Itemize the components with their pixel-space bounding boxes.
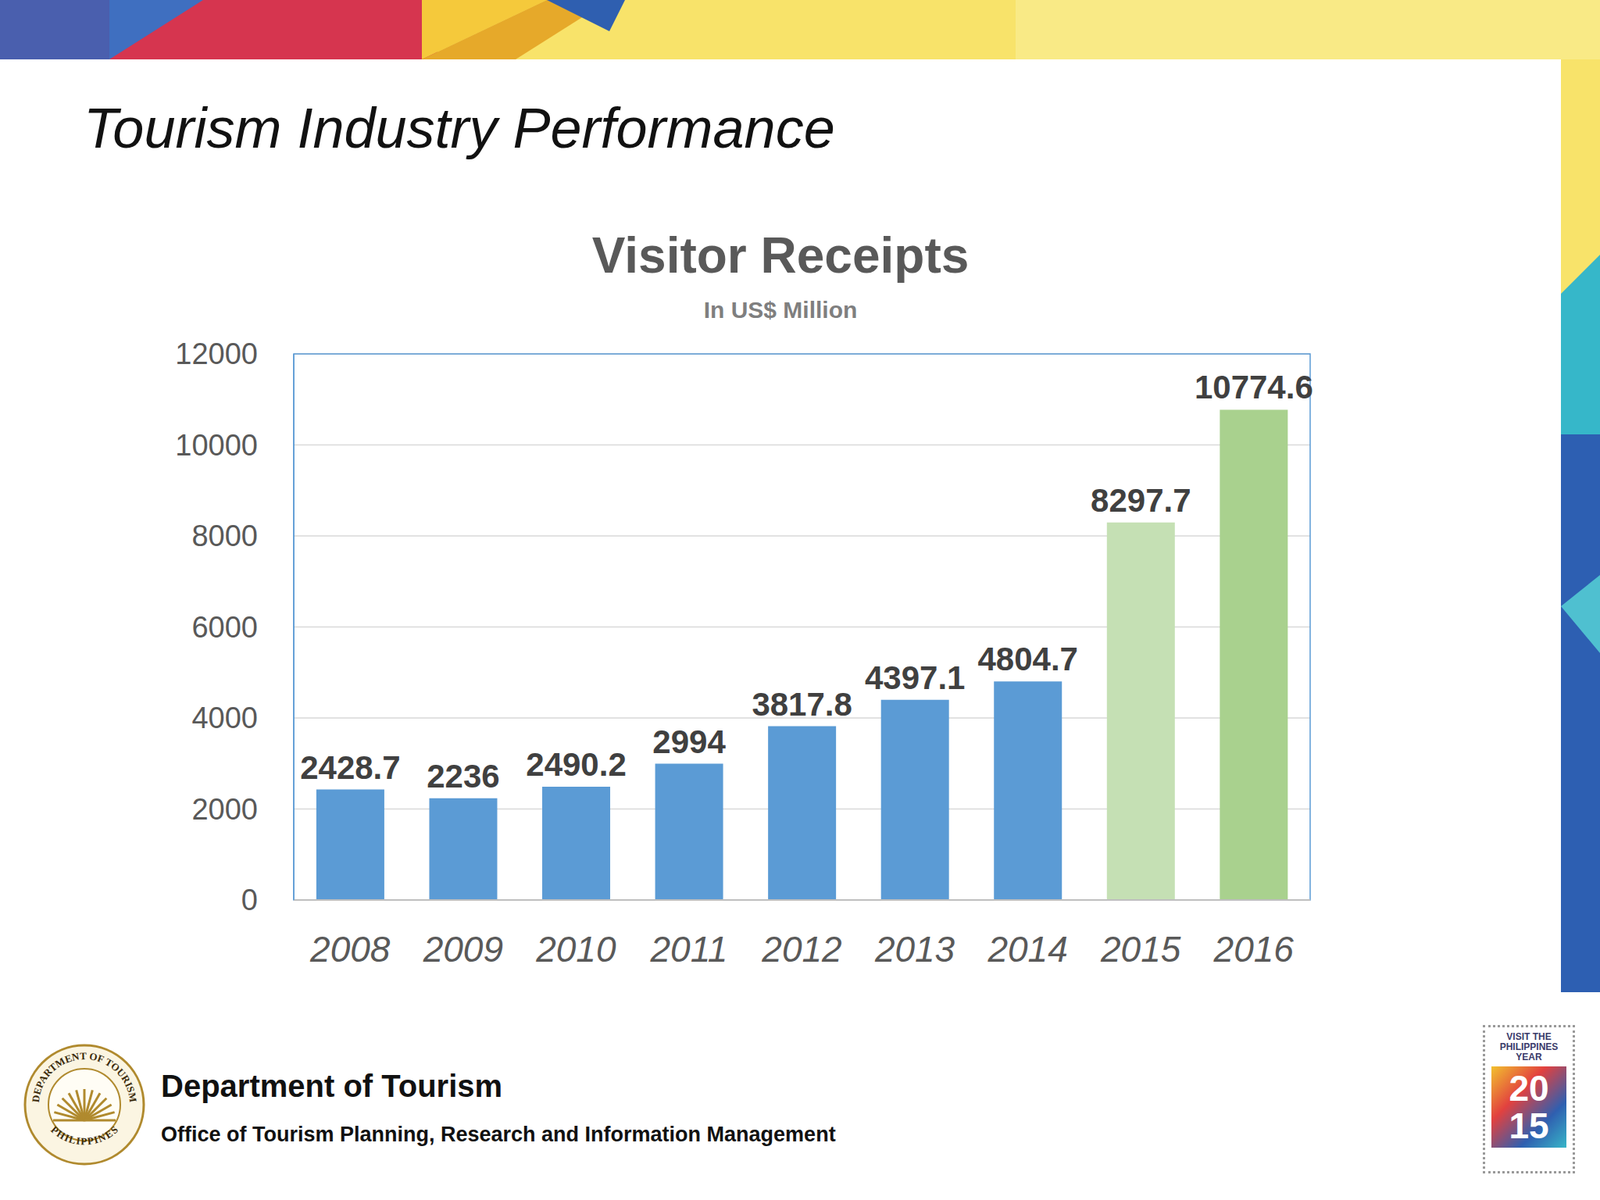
svg-text:2010: 2010 bbox=[535, 928, 617, 970]
svg-text:4397.1: 4397.1 bbox=[864, 659, 965, 697]
svg-text:DEPARTMENT OF TOURISM: DEPARTMENT OF TOURISM bbox=[29, 1050, 140, 1104]
svg-text:8000: 8000 bbox=[191, 519, 258, 553]
svg-text:12000: 12000 bbox=[175, 337, 258, 371]
svg-text:2994: 2994 bbox=[652, 723, 726, 761]
svg-text:2015: 2015 bbox=[1100, 928, 1182, 970]
svg-text:6000: 6000 bbox=[191, 610, 258, 644]
svg-text:2428.7: 2428.7 bbox=[300, 749, 400, 786]
svg-text:4000: 4000 bbox=[191, 701, 258, 735]
html-text:20: 20 bbox=[1508, 1067, 1549, 1109]
html-text:Visitor Receipts: Visitor Receipts bbox=[591, 227, 969, 284]
svg-text:PHILIPPINES: PHILIPPINES bbox=[48, 1123, 121, 1147]
svg-text:8297.7: 8297.7 bbox=[1090, 482, 1191, 519]
html-text:In US$ Million: In US$ Million bbox=[703, 296, 858, 323]
svg-text:3817.8: 3817.8 bbox=[751, 685, 852, 723]
html-text:15: 15 bbox=[1508, 1105, 1549, 1147]
html-text:Office of Tourism Planning, Re: Office of Tourism Planning, Research and… bbox=[160, 1122, 836, 1147]
svg-text:2014: 2014 bbox=[986, 928, 1068, 970]
svg-text:2009: 2009 bbox=[422, 928, 504, 970]
html-text:Tourism Industry Performance: Tourism Industry Performance bbox=[83, 96, 835, 160]
svg-text:0: 0 bbox=[241, 883, 258, 917]
svg-text:10000: 10000 bbox=[175, 428, 258, 462]
svg-text:2008: 2008 bbox=[309, 928, 391, 970]
html-text:VISIT THE PHILIPPINES YEAR: VISIT THE PHILIPPINES YEAR bbox=[1499, 1031, 1559, 1063]
svg-text:2012: 2012 bbox=[760, 928, 842, 970]
svg-text:10774.6: 10774.6 bbox=[1194, 368, 1314, 406]
svg-text:4804.7: 4804.7 bbox=[978, 640, 1079, 678]
svg-text:2013: 2013 bbox=[874, 928, 956, 970]
html-text:Department of Tourism: Department of Tourism bbox=[160, 1068, 503, 1104]
svg-text:2016: 2016 bbox=[1213, 928, 1295, 970]
svg-text:2236: 2236 bbox=[426, 757, 500, 795]
svg-text:2011: 2011 bbox=[649, 928, 728, 970]
svg-text:2490.2: 2490.2 bbox=[525, 746, 626, 783]
svg-text:2000: 2000 bbox=[191, 792, 258, 826]
